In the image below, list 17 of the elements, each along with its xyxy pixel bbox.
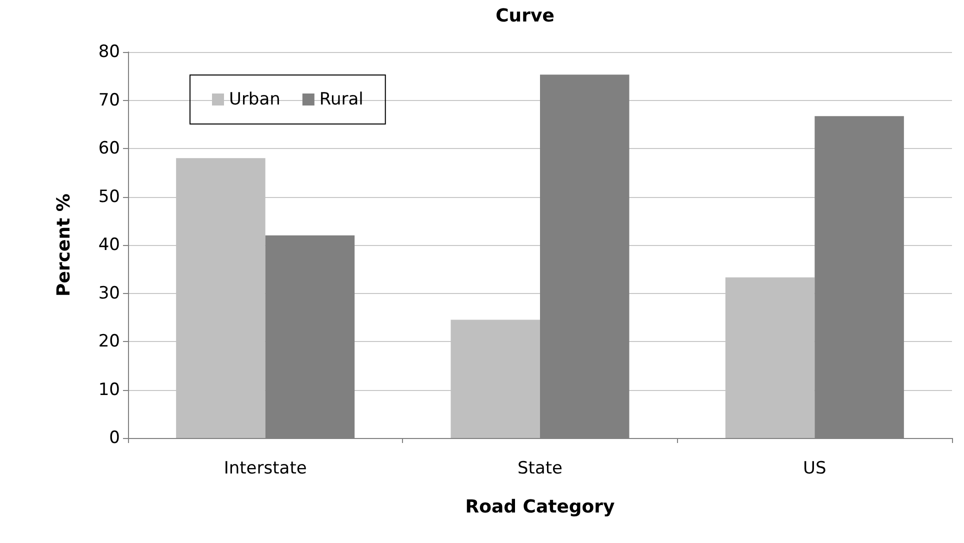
y-tick-label: 20	[98, 332, 120, 352]
y-tick-label: 0	[109, 428, 120, 448]
x-tick-label: Interstate	[224, 458, 307, 478]
y-tick-label: 50	[98, 186, 120, 207]
x-tick-label: State	[518, 458, 562, 478]
y-tick-label: 30	[98, 283, 120, 304]
y-tick-label: 40	[98, 235, 120, 255]
chart-title: Curve	[496, 6, 554, 26]
y-tick-label: 80	[98, 42, 120, 62]
y-tick-label: 10	[98, 380, 120, 400]
x-tick-label: US	[803, 458, 826, 478]
legend-label: Rural	[319, 90, 364, 110]
y-tick-label: 60	[98, 138, 120, 158]
y-tick-label: 70	[98, 90, 120, 110]
legend-label: Urban	[229, 90, 280, 110]
y-axis-title: Percent %	[54, 194, 74, 296]
x-axis-title: Road Category	[465, 496, 616, 518]
